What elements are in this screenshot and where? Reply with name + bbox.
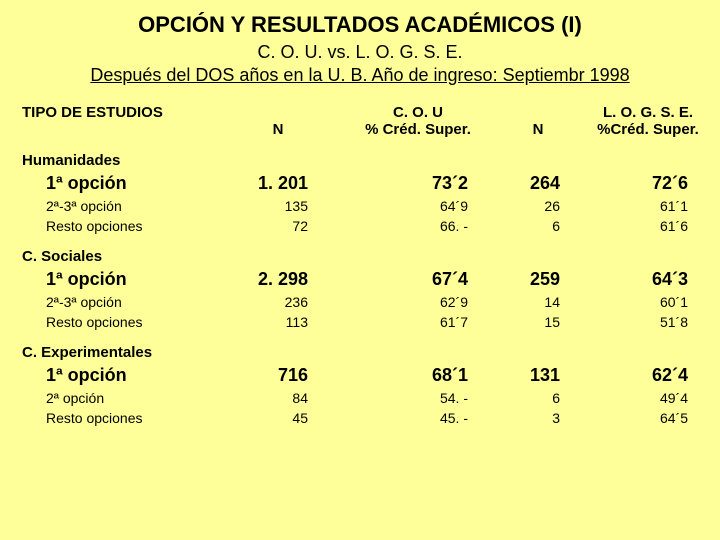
header-p2-line1: L. O. G. S. E.	[603, 104, 693, 121]
row-p1: 64´9	[338, 196, 498, 216]
row-label: Resto opciones	[18, 216, 218, 236]
row-p1: 62´9	[338, 292, 498, 312]
row-label: 2ª-3ª opción	[18, 196, 218, 216]
row-label: 2ª-3ª opción	[18, 292, 218, 312]
row-n2: 15	[498, 312, 578, 332]
header-p1: C. O. U % Créd. Super.	[338, 98, 498, 148]
row-n2: 6	[498, 388, 578, 408]
row-p2: 64´5	[578, 408, 718, 428]
row-p2: 60´1	[578, 292, 718, 312]
header-n2: N	[498, 98, 578, 148]
section-gap	[18, 428, 718, 436]
header-tipo: TIPO DE ESTUDIOS	[18, 98, 218, 148]
row-label: 1ª opción	[18, 171, 218, 196]
row-label: Resto opciones	[18, 408, 218, 428]
row-p2: 51´8	[578, 312, 718, 332]
row-n2: 6	[498, 216, 578, 236]
row-n1: 45	[218, 408, 338, 428]
row-n1: 113	[218, 312, 338, 332]
row-p1: 68´1	[338, 363, 498, 388]
row-n1: 84	[218, 388, 338, 408]
title-sub2: Después del DOS años en la U. B. Año de …	[18, 65, 702, 86]
row-label: Resto opciones	[18, 312, 218, 332]
section-head: C. Experimentales	[18, 340, 718, 363]
row-p1: 67´4	[338, 267, 498, 292]
header-n1: N	[218, 98, 338, 148]
row-p2: 61´1	[578, 196, 718, 216]
header-p2: L. O. G. S. E. %Créd. Super.	[578, 98, 718, 148]
header-n1-label: N	[273, 121, 284, 138]
title-block: OPCIÓN Y RESULTADOS ACADÉMICOS (I) C. O.…	[18, 12, 702, 86]
row-p2: 49´4	[578, 388, 718, 408]
data-table: TIPO DE ESTUDIOS N C. O. U % Créd. Super…	[18, 98, 702, 436]
row-p1: 66. -	[338, 216, 498, 236]
title-main: OPCIÓN Y RESULTADOS ACADÉMICOS (I)	[18, 12, 702, 38]
row-n1: 135	[218, 196, 338, 216]
header-n2-label: N	[533, 121, 544, 138]
section-gap	[18, 332, 718, 340]
header-p2-line2: %Créd. Super.	[597, 121, 699, 138]
row-n2: 3	[498, 408, 578, 428]
row-p1: 45. -	[338, 408, 498, 428]
row-n1: 236	[218, 292, 338, 312]
row-p1: 61´7	[338, 312, 498, 332]
row-label: 1ª opción	[18, 363, 218, 388]
title-sub1: C. O. U. vs. L. O. G. S. E.	[18, 42, 702, 63]
row-p2: 64´3	[578, 267, 718, 292]
row-n1: 716	[218, 363, 338, 388]
section-head: Humanidades	[18, 148, 718, 171]
row-p2: 72´6	[578, 171, 718, 196]
row-n2: 264	[498, 171, 578, 196]
row-n2: 26	[498, 196, 578, 216]
row-p2: 61´6	[578, 216, 718, 236]
row-label: 2ª opción	[18, 388, 218, 408]
section-head: C. Sociales	[18, 244, 718, 267]
row-n2: 259	[498, 267, 578, 292]
row-n2: 14	[498, 292, 578, 312]
row-n2: 131	[498, 363, 578, 388]
header-p1-line1: C. O. U	[393, 104, 443, 121]
row-n1: 72	[218, 216, 338, 236]
header-p1-line2: % Créd. Super.	[365, 121, 471, 138]
row-p2: 62´4	[578, 363, 718, 388]
row-p1: 73´2	[338, 171, 498, 196]
section-gap	[18, 236, 718, 244]
row-p1: 54. -	[338, 388, 498, 408]
row-label: 1ª opción	[18, 267, 218, 292]
slide: OPCIÓN Y RESULTADOS ACADÉMICOS (I) C. O.…	[0, 0, 720, 540]
row-n1: 1. 201	[218, 171, 338, 196]
row-n1: 2. 298	[218, 267, 338, 292]
